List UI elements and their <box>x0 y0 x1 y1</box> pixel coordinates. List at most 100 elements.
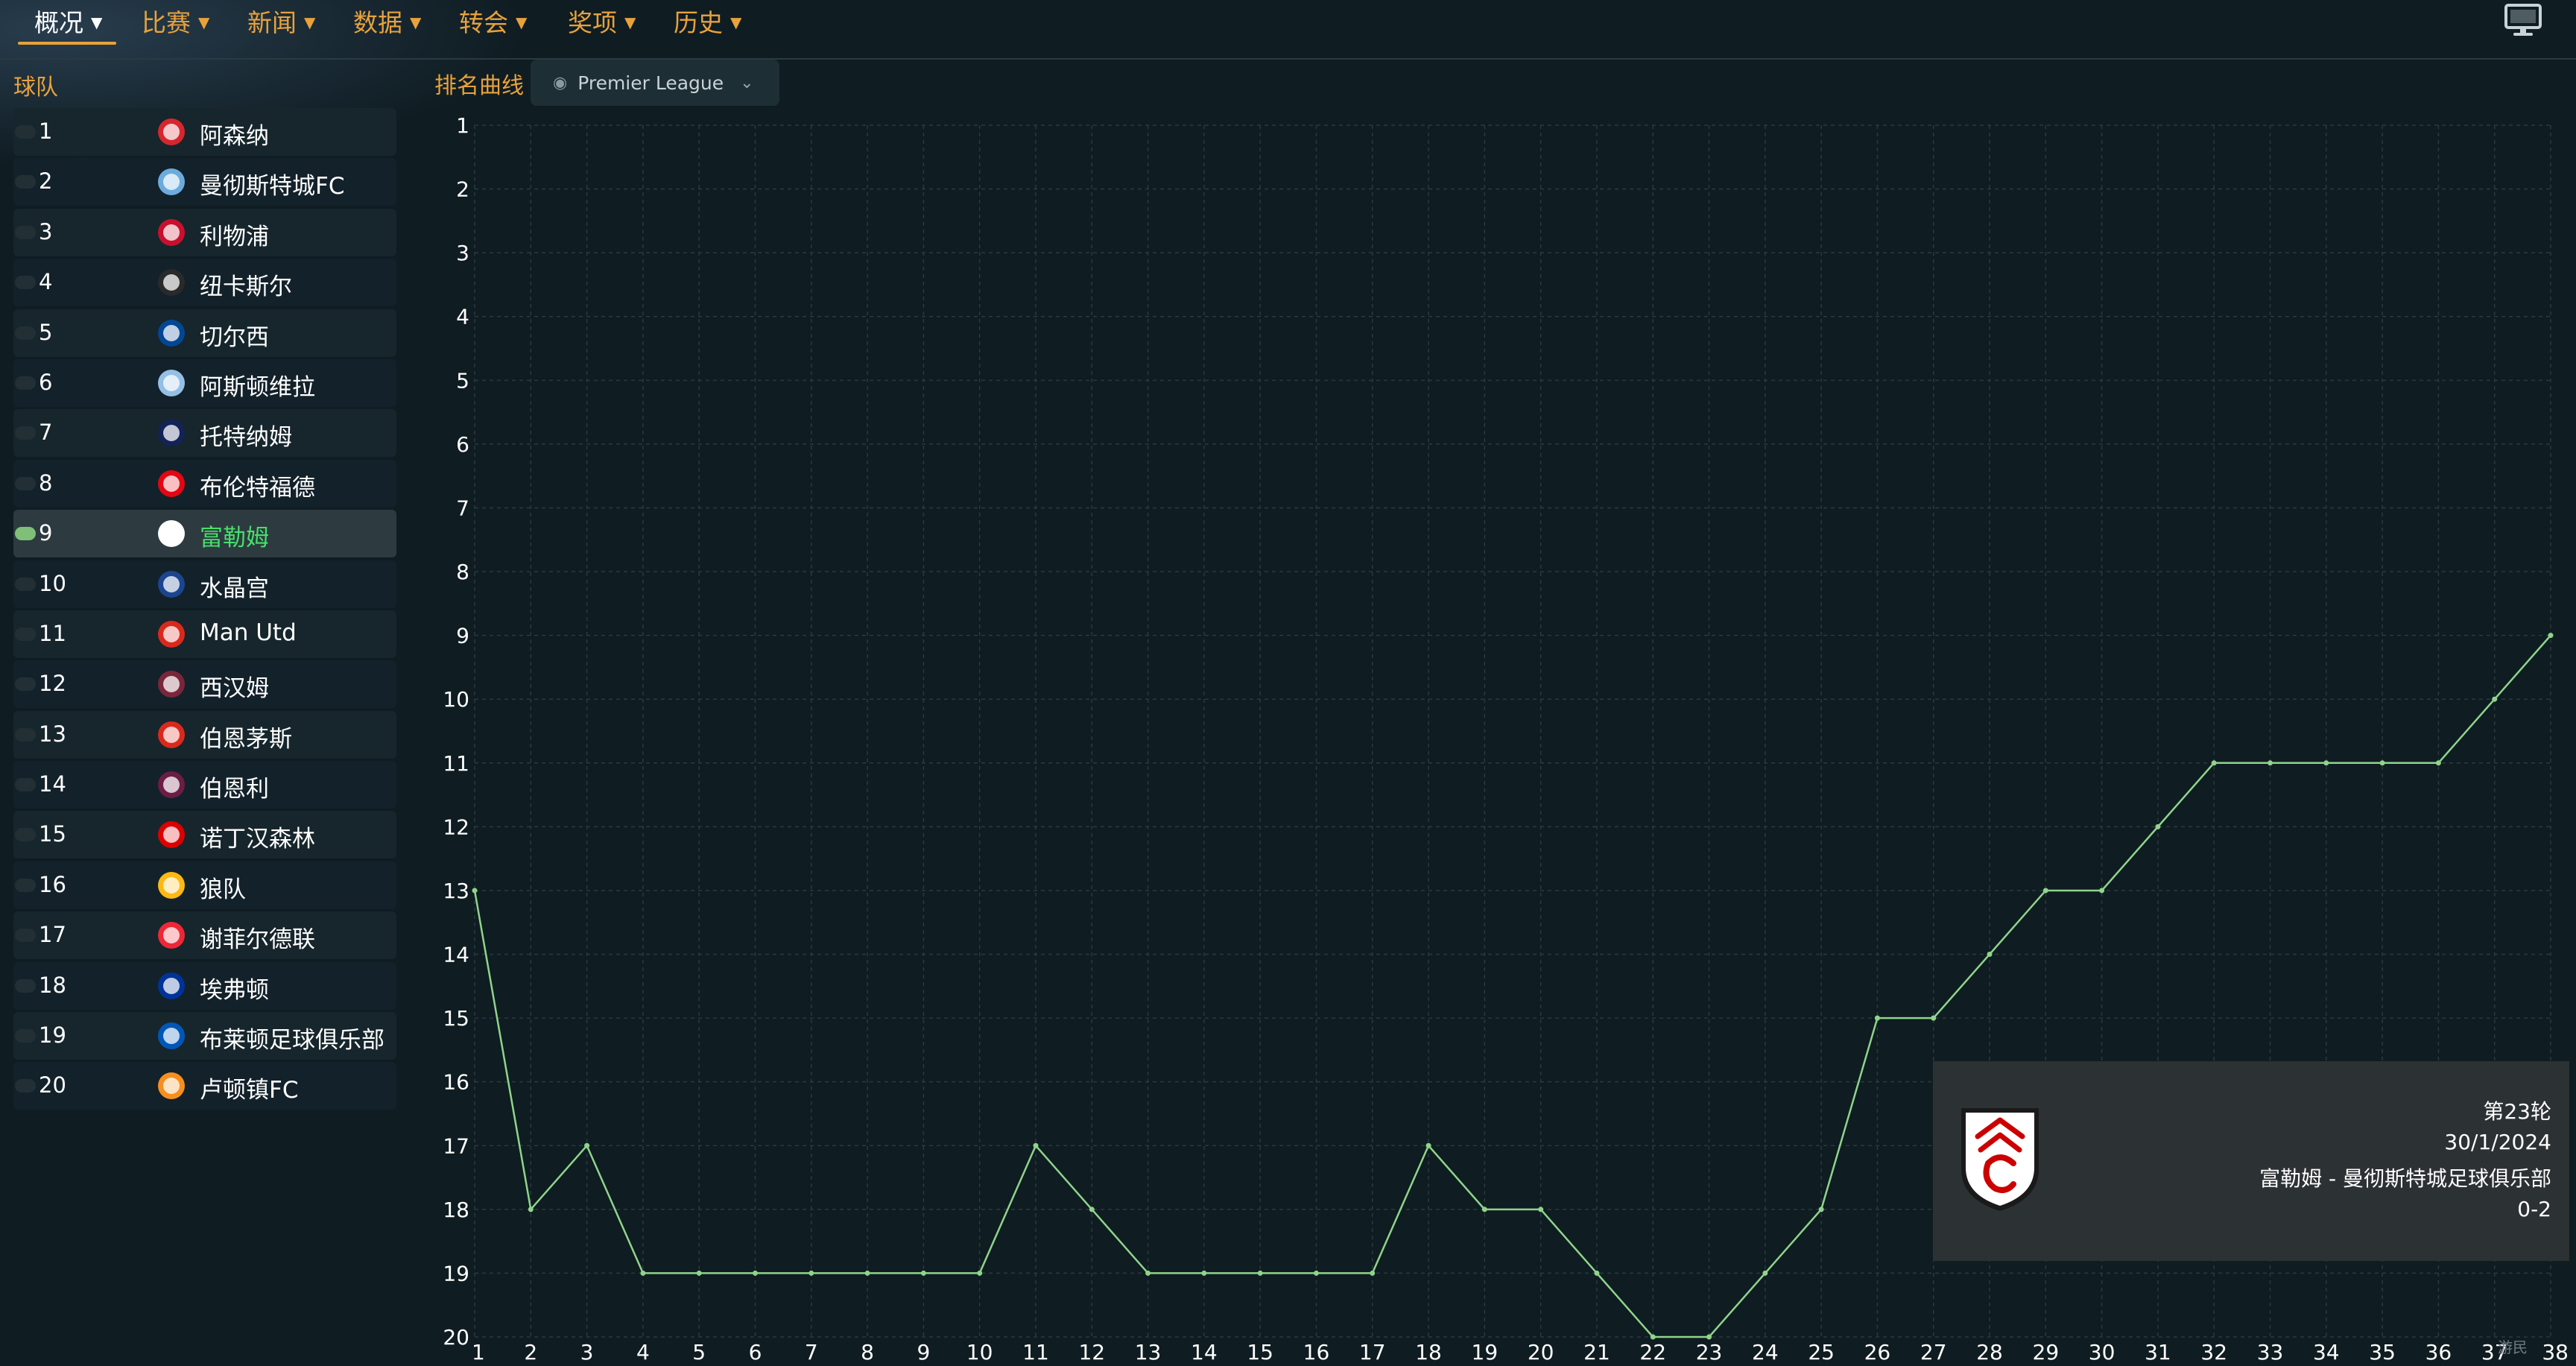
y-tick-label: 7 <box>456 496 469 520</box>
nav-tab-history[interactable]: 历史 ▼ <box>674 0 741 42</box>
team-row[interactable]: 7 托特纳姆 <box>13 409 396 458</box>
data-point[interactable] <box>1425 1142 1431 1148</box>
team-name[interactable]: 利物浦 <box>200 223 269 250</box>
team-row[interactable]: 6 阿斯顿维拉 <box>13 358 396 407</box>
team-name[interactable]: 布伦特福德 <box>200 474 315 502</box>
nav-tab-label: 数据 <box>353 8 402 37</box>
data-point[interactable] <box>2435 760 2441 766</box>
team-name[interactable]: 托特纳姆 <box>200 424 292 452</box>
team-name[interactable]: 诺丁汉森林 <box>200 826 315 853</box>
nav-tab-stats[interactable]: 数据 ▼ <box>353 0 421 42</box>
team-row[interactable]: 11 Man Utd <box>13 610 396 658</box>
team-row[interactable]: 16 狼队 <box>13 861 396 909</box>
team-row[interactable]: 2 曼彻斯特城FC <box>13 158 396 206</box>
data-point[interactable] <box>2099 888 2105 894</box>
data-point[interactable] <box>808 1270 814 1276</box>
y-tick-label: 19 <box>443 1261 469 1286</box>
data-point[interactable] <box>2268 760 2273 766</box>
x-tick-label: 37 <box>2481 1340 2508 1365</box>
team-row[interactable]: 1 阿森纳 <box>13 108 396 156</box>
data-point[interactable] <box>2379 760 2385 766</box>
team-row[interactable]: 10 水晶宫 <box>13 560 396 608</box>
team-row[interactable]: 4 纽卡斯尔 <box>13 259 396 307</box>
team-row[interactable]: 13 伯恩茅斯 <box>13 710 396 759</box>
team-name[interactable]: 卢顿镇FC <box>200 1077 299 1104</box>
data-point[interactable] <box>2155 823 2161 829</box>
data-point[interactable] <box>640 1270 646 1276</box>
team-name[interactable]: 富勒姆 <box>200 525 269 552</box>
team-name[interactable]: 谢菲尔德联 <box>200 926 315 954</box>
data-point[interactable] <box>1874 1015 1880 1021</box>
nav-tab-matches[interactable]: 比赛 ▼ <box>142 0 209 42</box>
team-name[interactable]: 埃弗顿 <box>200 976 269 1004</box>
data-point[interactable] <box>696 1270 702 1276</box>
data-point[interactable] <box>2211 760 2217 766</box>
row-status-dot <box>15 476 36 490</box>
nav-tab-awards[interactable]: 奖项 ▼ <box>568 0 636 42</box>
team-name[interactable]: 水晶宫 <box>200 575 269 602</box>
data-point[interactable] <box>1033 1142 1039 1148</box>
data-point[interactable] <box>2492 696 2498 702</box>
data-point[interactable] <box>1313 1270 1319 1276</box>
team-row[interactable]: 5 切尔西 <box>13 309 396 357</box>
league-dropdown[interactable]: ◉ Premier League ⌄ <box>531 60 779 106</box>
x-tick-label: 36 <box>2425 1340 2452 1365</box>
data-point[interactable] <box>1706 1334 1712 1340</box>
data-point[interactable] <box>1818 1207 1824 1212</box>
nav-tab-transfers[interactable]: 转会 ▼ <box>459 0 527 42</box>
data-point[interactable] <box>1538 1207 1544 1212</box>
team-name[interactable]: Man Utd <box>200 619 297 646</box>
team-row[interactable]: 17 谢菲尔德联 <box>13 911 396 960</box>
data-point[interactable] <box>1257 1270 1263 1276</box>
nav-tab-label: 历史 <box>674 8 723 37</box>
data-point[interactable] <box>1201 1270 1207 1276</box>
nav-tab-news[interactable]: 新闻 ▼ <box>247 0 315 42</box>
team-name[interactable]: 伯恩茅斯 <box>200 725 292 753</box>
data-point[interactable] <box>1145 1270 1151 1276</box>
team-position: 4 <box>39 269 53 295</box>
team-name[interactable]: 阿森纳 <box>200 123 269 150</box>
data-point[interactable] <box>1762 1270 1768 1276</box>
data-point[interactable] <box>1987 952 1993 958</box>
team-name[interactable]: 西汉姆 <box>200 675 269 703</box>
data-point[interactable] <box>1370 1270 1376 1276</box>
team-name[interactable]: 曼彻斯特城FC <box>200 173 345 200</box>
data-point[interactable] <box>2042 888 2048 894</box>
data-point[interactable] <box>584 1142 590 1148</box>
nav-tab-overview[interactable]: 概况 ▼ <box>34 0 102 42</box>
team-row[interactable]: 15 诺丁汉森林 <box>13 811 396 859</box>
data-point[interactable] <box>1650 1334 1656 1340</box>
data-point[interactable] <box>2323 760 2329 766</box>
team-name[interactable]: 狼队 <box>200 876 246 903</box>
row-status-dot <box>15 778 36 792</box>
data-point[interactable] <box>528 1207 534 1212</box>
data-point[interactable] <box>752 1270 758 1276</box>
row-status-dot <box>15 727 36 742</box>
team-name[interactable]: 切尔西 <box>200 323 269 351</box>
team-row[interactable]: 12 西汉姆 <box>13 660 396 709</box>
team-row[interactable]: 9 富勒姆 <box>13 510 396 558</box>
team-name[interactable]: 纽卡斯尔 <box>200 273 292 301</box>
data-point[interactable] <box>1089 1207 1095 1212</box>
data-point[interactable] <box>2548 633 2554 639</box>
top-navigation: 概况 ▼ 比赛 ▼ 新闻 ▼ 数据 ▼ 转会 ▼ 奖项 ▼ 历史 ▼ <box>0 0 2576 60</box>
data-point[interactable] <box>920 1270 926 1276</box>
team-name[interactable]: 阿斯顿维拉 <box>200 373 315 401</box>
data-point[interactable] <box>472 888 478 894</box>
data-point[interactable] <box>864 1270 870 1276</box>
team-row[interactable]: 18 埃弗顿 <box>13 961 396 1010</box>
data-point[interactable] <box>1481 1207 1487 1212</box>
team-name[interactable]: 伯恩利 <box>200 776 269 803</box>
team-row[interactable]: 14 伯恩利 <box>13 761 396 809</box>
team-badge-icon <box>158 721 185 748</box>
data-point[interactable] <box>977 1270 983 1276</box>
team-name[interactable]: 布莱顿足球俱乐部 <box>200 1027 384 1054</box>
data-point[interactable] <box>1594 1270 1600 1276</box>
team-row[interactable]: 20 卢顿镇FC <box>13 1062 396 1110</box>
team-row[interactable]: 3 利物浦 <box>13 208 396 256</box>
monitor-icon[interactable] <box>2504 3 2542 37</box>
team-row[interactable]: 19 布莱顿足球俱乐部 <box>13 1012 396 1060</box>
team-row[interactable]: 8 布伦特福德 <box>13 459 396 507</box>
data-point[interactable] <box>1931 1015 1937 1021</box>
